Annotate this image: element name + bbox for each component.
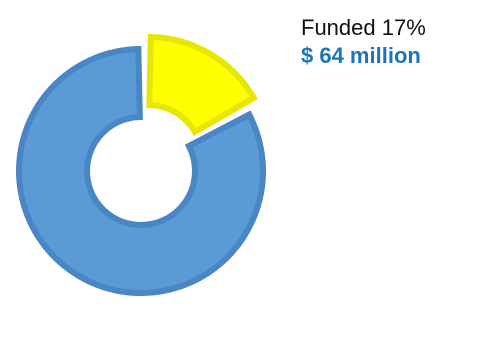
donut-slice-funded: [146, 33, 258, 137]
funded-percent-label: Funded 17%: [301, 15, 426, 40]
donut-slice-remaining: [16, 45, 266, 296]
funding-caption: Funded 17% $ 64 million: [301, 14, 481, 70]
funded-amount-label: $ 64 million: [301, 43, 421, 68]
